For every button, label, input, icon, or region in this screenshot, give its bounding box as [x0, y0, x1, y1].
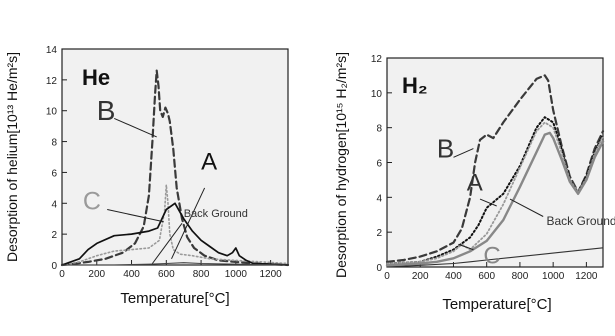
helium-annotation-leader — [151, 223, 183, 264]
helium-series-c — [61, 184, 289, 266]
helium-x-tick-label: 1200 — [259, 269, 282, 280]
hydrogen-x-tick-label: 1200 — [575, 271, 598, 282]
hydrogen-panel-label: H₂ — [402, 73, 428, 98]
hydrogen-series-b — [385, 74, 605, 263]
helium-annotations: B A C Back Ground — [83, 95, 248, 264]
hydrogen-annotations: BA C Back Ground — [437, 133, 615, 269]
hydrogen-x-tick-label: 1000 — [542, 271, 565, 282]
helium-annotation-a: A — [201, 148, 217, 175]
hydrogen-x-tick-label: 0 — [384, 271, 390, 282]
hydrogen-annotation-leader — [458, 243, 474, 251]
helium-y-tick-label: 2 — [51, 230, 57, 241]
hydrogen-y-tick-label: 4 — [376, 193, 382, 204]
helium-series-a — [61, 202, 289, 266]
helium-y-tick-label: 8 — [51, 138, 57, 149]
hydrogen-y-tick-label: 12 — [371, 54, 383, 65]
hydrogen-y-tick-label: 8 — [376, 124, 382, 135]
helium-annotation-leader — [114, 117, 157, 138]
hydrogen-annotation-leader — [509, 198, 544, 217]
hydrogen-series-c — [385, 131, 605, 267]
hydrogen-annotation-b: B — [437, 133, 454, 163]
helium-annotation-c: C — [83, 187, 101, 215]
hydrogen-x-tick-label: 200 — [412, 271, 429, 282]
helium-x-tick-label: 600 — [158, 269, 175, 280]
helium-series-b — [60, 69, 290, 267]
helium-x-tick-label: 0 — [59, 269, 65, 280]
hydrogen-x-tick-label: 800 — [512, 271, 529, 282]
hydrogen-y-tick-label: 10 — [371, 89, 383, 100]
helium-annotation-back-ground: Back Ground — [184, 208, 248, 220]
hydrogen-y-axis-label: Desorption of hydrogen[10¹⁵ H₂/m²s] — [333, 52, 349, 278]
hydrogen-annotation-c: C — [483, 243, 500, 270]
hydrogen-x-tick-label: 400 — [445, 271, 462, 282]
helium-x-tick-label: 400 — [123, 269, 140, 280]
helium-chart: 0 200 400 600 800 1000 1200 0 2 4 6 8 10 12 14 B A C Back… — [4, 45, 290, 307]
hydrogen-annotation-leader — [479, 198, 497, 207]
hydrogen-y-tick-label: 0 — [376, 263, 382, 274]
hydrogen-annotation-back-ground: Back Ground — [547, 214, 615, 228]
helium-y-tick-label: 14 — [46, 45, 58, 56]
hydrogen-chart: 0 200 400 600 800 1000 1200 0 2 4 6 8 10 12 BA C Back G… — [333, 52, 615, 313]
helium-annotation-leader — [171, 187, 206, 260]
hydrogen-series — [385, 74, 605, 268]
helium-y-axis-label: Desorption of helium[10¹³ He/m²s] — [4, 52, 20, 262]
helium-y-tick-label: 12 — [46, 76, 58, 87]
helium-x-tick-label: 200 — [88, 269, 105, 280]
hydrogen-x-tick-label: 600 — [478, 271, 495, 282]
helium-x-tick-label: 1000 — [225, 269, 248, 280]
hydrogen-ticks: 0 200 400 600 800 1000 1200 0 2 4 6 8 10 12 — [371, 54, 598, 282]
helium-annotation-leader — [107, 209, 164, 223]
helium-panel-label: He — [82, 65, 110, 90]
helium-annotation-b: B — [97, 95, 116, 126]
hydrogen-y-tick-label: 2 — [376, 228, 382, 239]
hydrogen-series-back-ground — [386, 247, 604, 268]
hydrogen-annotation-a: A — [467, 169, 483, 196]
helium-series-back-ground — [61, 262, 289, 266]
helium-series — [60, 69, 290, 267]
hydrogen-x-axis-label: Temperature[°C] — [442, 296, 551, 313]
helium-x-axis-label: Temperature[°C] — [120, 290, 229, 307]
hydrogen-annotation-leader — [453, 148, 474, 158]
helium-y-tick-label: 0 — [51, 261, 57, 272]
helium-plot-area — [61, 48, 289, 266]
hydrogen-y-tick-label: 6 — [376, 159, 382, 170]
helium-y-tick-label: 6 — [51, 168, 57, 179]
helium-y-tick-label: 10 — [46, 107, 58, 118]
helium-y-tick-label: 4 — [51, 199, 57, 210]
helium-x-tick-label: 800 — [193, 269, 210, 280]
